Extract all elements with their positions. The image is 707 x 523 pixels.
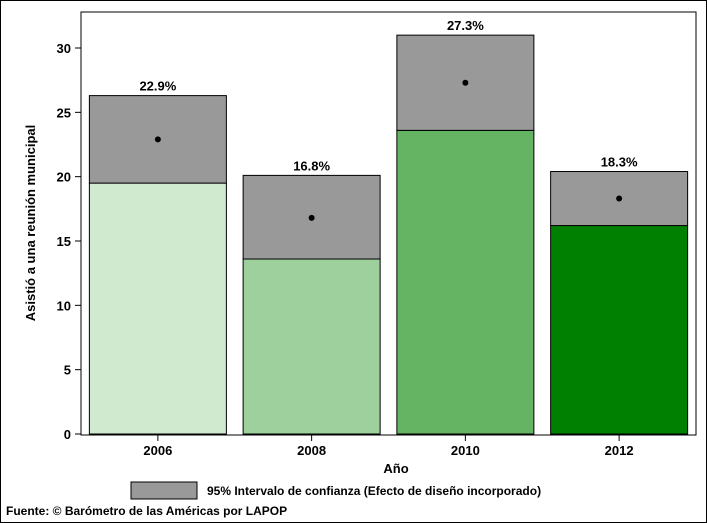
bar-2010 xyxy=(396,129,535,435)
bars-group: 22.9% 16.8% 27.3% 18.3% xyxy=(88,18,689,435)
point-estimate-2012 xyxy=(616,195,623,202)
y-axis: 0 5 10 15 20 25 30 xyxy=(57,41,81,442)
bar-2008 xyxy=(242,258,381,435)
source-note: Fuente: © Barómetro de las Américas por … xyxy=(6,504,287,518)
point-estimate-2010 xyxy=(462,79,469,86)
x-tick-label-2010: 2010 xyxy=(451,443,480,458)
x-tick-label-2006: 2006 xyxy=(143,443,172,458)
point-estimate-2008 xyxy=(308,214,315,221)
y-tick-label-20: 20 xyxy=(57,170,71,185)
data-label-2010: 27.3% xyxy=(447,18,484,33)
y-tick-label-30: 30 xyxy=(57,41,71,56)
x-tick-label-2008: 2008 xyxy=(297,443,326,458)
y-tick-label-5: 5 xyxy=(64,363,71,378)
x-tick-label-2012: 2012 xyxy=(605,443,634,458)
data-label-2008: 16.8% xyxy=(293,158,330,173)
data-label-2012: 18.3% xyxy=(601,155,638,170)
y-axis-title: Asistió a una reunión municipal xyxy=(23,125,38,321)
legend-label-ci: 95% Intervalo de confianza (Efecto de di… xyxy=(207,484,541,498)
x-axis: 2006 2008 2010 2012 xyxy=(143,435,634,458)
bar-2012 xyxy=(550,225,689,435)
y-tick-label-15: 15 xyxy=(57,234,71,249)
data-label-2006: 22.9% xyxy=(139,79,176,94)
x-axis-title: Año xyxy=(383,461,408,476)
legend-swatch-ci xyxy=(130,481,198,500)
point-estimate-2006 xyxy=(154,136,161,143)
y-tick-label-0: 0 xyxy=(64,427,71,442)
y-tick-label-10: 10 xyxy=(57,298,71,313)
y-tick-label-25: 25 xyxy=(57,105,71,120)
bar-2006 xyxy=(88,182,227,435)
legend: 95% Intervalo de confianza (Efecto de di… xyxy=(130,481,541,500)
